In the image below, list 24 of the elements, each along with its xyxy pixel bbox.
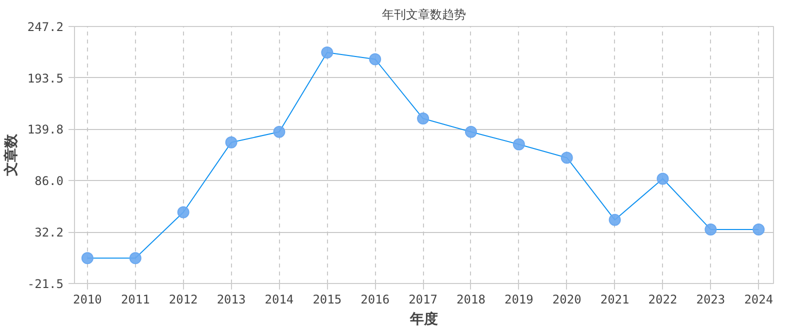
x-tick-label: 2017 (408, 292, 438, 306)
y-tick-label: 139.8 (27, 122, 64, 137)
y-tick-label: 193.5 (27, 71, 64, 86)
x-tick-label: 2024 (744, 292, 774, 306)
x-tick-label: 2020 (552, 292, 582, 306)
x-tick-label: 2016 (360, 292, 390, 306)
x-tick-label: 2019 (504, 292, 534, 306)
x-tick-label: 2015 (312, 292, 342, 306)
y-axis-title: 文章数 (2, 133, 20, 177)
x-tick-label: 2014 (264, 292, 294, 306)
y-tick-label: 247.2 (27, 20, 64, 34)
x-tick-label: 2011 (120, 292, 150, 306)
x-tick-label: 2018 (456, 292, 486, 306)
x-tick-label: 2013 (216, 292, 246, 306)
x-tick-label: 2012 (168, 292, 198, 306)
x-tick-label: 2010 (72, 292, 102, 306)
x-axis-title: 年度 (409, 310, 438, 328)
y-tick-label: -21.5 (27, 277, 64, 291)
x-tick-label: 2021 (600, 292, 630, 306)
x-tick-label: 2023 (696, 292, 726, 306)
y-tick-label: 32.2 (34, 226, 64, 240)
y-tick-label: 86.0 (34, 174, 64, 188)
x-tick-label: 2022 (648, 292, 678, 306)
chart-title: 年刊文章数趋势 (382, 8, 466, 22)
